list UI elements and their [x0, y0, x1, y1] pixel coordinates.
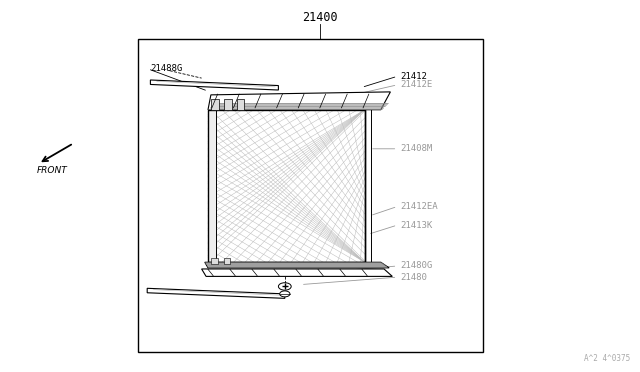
Bar: [211, 258, 218, 264]
Polygon shape: [147, 288, 285, 298]
Text: 21412EA: 21412EA: [400, 202, 438, 211]
Polygon shape: [202, 269, 392, 276]
Text: FRONT: FRONT: [37, 166, 68, 174]
Bar: [237, 99, 244, 110]
Circle shape: [278, 283, 291, 290]
Bar: [224, 99, 232, 110]
Text: 21488G: 21488G: [150, 64, 182, 73]
Bar: [208, 110, 365, 262]
Polygon shape: [150, 80, 278, 90]
Circle shape: [280, 291, 290, 297]
Polygon shape: [205, 262, 389, 268]
Text: 21412: 21412: [400, 72, 427, 81]
Text: 21400: 21400: [302, 11, 338, 24]
Bar: [211, 99, 219, 110]
Polygon shape: [208, 92, 390, 110]
Text: A^2 4^0375: A^2 4^0375: [584, 354, 630, 363]
Text: 21408M: 21408M: [400, 144, 432, 153]
Text: 21480G: 21480G: [400, 262, 432, 270]
Text: 21413K: 21413K: [400, 221, 432, 230]
Text: 21480: 21480: [400, 273, 427, 282]
Polygon shape: [208, 110, 216, 262]
Bar: [138, 39, 483, 352]
Bar: [224, 258, 230, 264]
Text: 21412E: 21412E: [400, 80, 432, 89]
